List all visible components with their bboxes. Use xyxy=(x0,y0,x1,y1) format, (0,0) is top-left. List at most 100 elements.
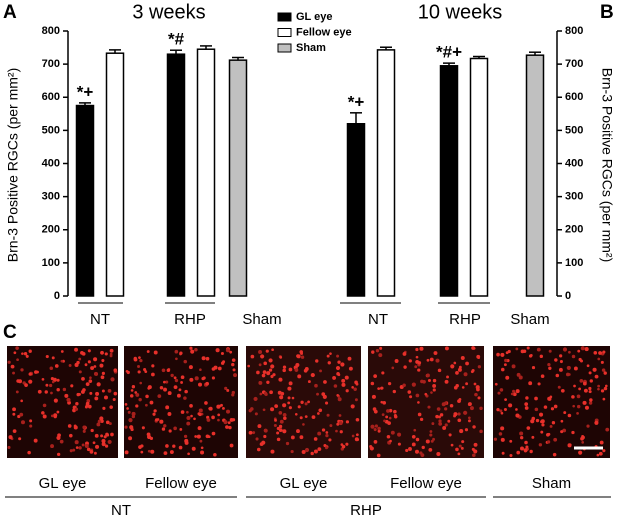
cell xyxy=(163,451,168,455)
cell xyxy=(299,416,303,420)
cell xyxy=(496,407,500,412)
cell xyxy=(198,408,203,413)
cell xyxy=(105,420,110,425)
cell xyxy=(473,382,477,386)
cell xyxy=(64,393,69,398)
cell xyxy=(138,356,141,359)
cell xyxy=(307,380,311,384)
cell xyxy=(69,449,73,453)
cell xyxy=(51,380,55,384)
cell xyxy=(184,438,189,443)
cell xyxy=(135,393,140,397)
cell xyxy=(432,437,435,441)
cell xyxy=(157,394,162,398)
cell xyxy=(89,450,94,454)
cell xyxy=(512,389,516,393)
significance-label: *#+ xyxy=(436,43,462,62)
cell xyxy=(325,401,329,405)
cell xyxy=(232,368,236,372)
cell xyxy=(602,350,606,354)
cell xyxy=(390,430,395,435)
cell xyxy=(226,388,230,392)
cell xyxy=(446,375,449,379)
cell xyxy=(576,404,581,409)
cell xyxy=(304,402,308,406)
cell xyxy=(415,355,419,359)
cell xyxy=(476,354,481,359)
cell xyxy=(180,375,185,380)
cell xyxy=(216,404,221,409)
cell xyxy=(25,354,29,358)
cell xyxy=(578,387,582,391)
cell xyxy=(124,425,128,429)
x-tick-label: RHP xyxy=(174,311,206,328)
cell xyxy=(12,412,16,416)
cell xyxy=(373,440,378,444)
y-tick-label: 0 xyxy=(565,290,571,302)
cell xyxy=(600,360,604,364)
cell xyxy=(403,365,407,369)
cell xyxy=(573,384,576,388)
cell xyxy=(547,432,551,436)
cell xyxy=(588,386,592,391)
cell xyxy=(391,366,395,370)
cell xyxy=(605,427,610,432)
cell xyxy=(444,379,449,384)
cell xyxy=(294,412,298,416)
cell xyxy=(86,399,91,403)
cell xyxy=(41,377,45,381)
y-tick-label: 300 xyxy=(565,191,583,203)
cell xyxy=(261,373,266,378)
cell xyxy=(509,439,513,443)
cell xyxy=(262,370,267,374)
cell xyxy=(282,368,286,373)
cell xyxy=(516,450,521,455)
cell xyxy=(499,388,504,392)
cell xyxy=(74,362,79,367)
cell xyxy=(104,352,108,356)
cell xyxy=(578,450,583,455)
cell xyxy=(437,368,442,373)
cell xyxy=(548,349,552,353)
cell xyxy=(450,443,454,447)
cell xyxy=(270,374,274,379)
cell xyxy=(448,433,452,437)
cell xyxy=(444,346,449,351)
cell xyxy=(108,422,112,426)
cell xyxy=(17,414,21,419)
cell xyxy=(526,346,530,350)
cell xyxy=(102,406,106,410)
cell xyxy=(149,400,154,405)
panel-label: B xyxy=(600,2,614,23)
cell xyxy=(130,389,134,392)
cell xyxy=(205,356,210,361)
group-label: RHP xyxy=(350,502,382,519)
cell xyxy=(276,426,280,430)
cell xyxy=(127,410,131,414)
cell xyxy=(326,413,330,417)
cell xyxy=(377,429,381,433)
cell xyxy=(534,396,538,401)
cell xyxy=(333,384,338,388)
cell xyxy=(110,377,115,382)
y-tick-label: 100 xyxy=(565,257,583,269)
cell xyxy=(211,431,216,436)
cell xyxy=(504,358,508,363)
cell xyxy=(473,449,478,454)
cell xyxy=(270,407,275,412)
cell xyxy=(336,393,340,397)
cell xyxy=(436,407,441,411)
cell xyxy=(87,360,91,364)
legend-label: Sham xyxy=(296,42,326,54)
cell xyxy=(252,431,256,435)
cell xyxy=(344,375,349,380)
cell xyxy=(465,382,469,386)
cell xyxy=(465,361,469,366)
cell xyxy=(500,411,504,415)
cell xyxy=(588,371,592,375)
cell xyxy=(45,354,49,359)
cell xyxy=(602,397,606,401)
cell xyxy=(428,447,433,452)
chart-title: 3 weeks xyxy=(132,1,205,23)
cell xyxy=(524,449,527,453)
